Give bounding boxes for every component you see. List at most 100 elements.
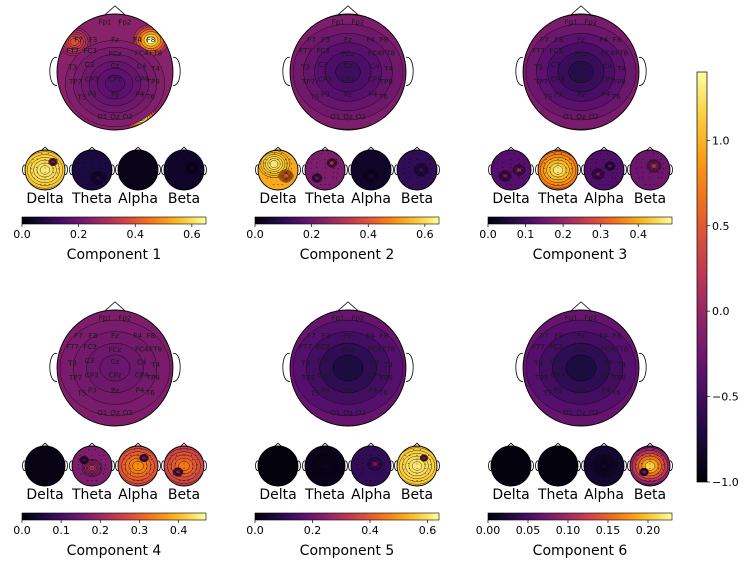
sensor-dot xyxy=(416,459,418,461)
left-ear xyxy=(581,164,585,176)
electrode-label: CP3 xyxy=(85,74,99,83)
sensor-dot xyxy=(311,468,313,470)
sensor-dot xyxy=(94,449,96,451)
sensor-dot xyxy=(133,184,135,186)
electrode-label: CPz xyxy=(574,370,587,379)
sensor-dot xyxy=(570,468,571,470)
sensor-dot xyxy=(554,153,556,155)
sensor-dot xyxy=(658,163,660,165)
sensor-dot xyxy=(180,153,182,155)
sensor-dot xyxy=(285,176,287,178)
sensor-dot xyxy=(358,158,360,160)
sensor-dot xyxy=(497,468,499,470)
sensor-dot xyxy=(187,184,189,186)
sensor-dot xyxy=(557,167,559,169)
sensor-dot xyxy=(425,463,427,465)
sensor-dot xyxy=(637,158,639,160)
electrode-label: T4 xyxy=(616,64,626,73)
sensor-dot xyxy=(317,176,319,178)
sensor-dot xyxy=(192,467,194,469)
sensor-dot xyxy=(362,162,364,164)
band-label: Beta xyxy=(401,487,433,503)
sensor-dot xyxy=(94,153,96,155)
colorbar-tick-label: 0.10 xyxy=(556,524,581,537)
sensor-dot xyxy=(336,177,338,179)
sensor-dot xyxy=(366,184,368,186)
sensor-dot xyxy=(366,480,368,482)
sensor-dot xyxy=(290,172,291,174)
component-colorbar xyxy=(254,216,440,225)
electrode-label: Cz xyxy=(344,61,353,70)
sensor-dot xyxy=(30,167,32,169)
electrode-label: Fp1 xyxy=(331,314,344,323)
sensor-dot xyxy=(125,454,127,456)
sensor-dot xyxy=(661,177,663,179)
sensor-dot xyxy=(612,167,614,169)
sensor-dot xyxy=(31,468,33,470)
sensor-dot xyxy=(413,153,415,155)
right-ear xyxy=(172,352,181,382)
electrode-label: TP8 xyxy=(146,77,161,86)
sensor-dot xyxy=(603,467,605,469)
sensor-dot xyxy=(146,463,148,465)
sensor-dot xyxy=(32,158,34,160)
sensor-dot xyxy=(522,454,524,456)
head-outline xyxy=(24,149,66,191)
sensor-dot xyxy=(517,454,519,456)
sensor-dot xyxy=(561,480,563,482)
contour-level xyxy=(70,38,79,46)
sensor-dot xyxy=(129,467,131,469)
sensor-dot xyxy=(103,177,105,179)
component-title: Component 5 xyxy=(300,543,395,559)
sensor-dot xyxy=(289,473,291,475)
nose xyxy=(337,5,359,16)
sensor-dot xyxy=(137,176,139,178)
sensor-dot xyxy=(52,472,54,474)
electrode-label: T5 xyxy=(76,92,86,101)
electrode-label: T3 xyxy=(533,358,543,367)
sensor-dot xyxy=(277,171,279,173)
sensor-dot xyxy=(196,168,198,170)
sensor-dot xyxy=(324,467,326,469)
sensor-dot xyxy=(91,167,93,169)
sensor-dot xyxy=(183,163,185,165)
sensor-dot xyxy=(44,472,46,474)
sensor-dot xyxy=(649,480,651,482)
nose xyxy=(41,146,49,151)
band-label: Delta xyxy=(26,487,63,503)
electrode-label: T6 xyxy=(145,388,155,397)
sensor-dot xyxy=(91,467,93,469)
sensor-dot xyxy=(553,480,555,482)
electrode-label: T3 xyxy=(67,358,77,367)
sensor-dot xyxy=(523,172,524,174)
sensor-dot xyxy=(328,184,330,186)
sensor-dot xyxy=(327,153,329,155)
sensor-dot xyxy=(56,454,58,456)
sensor-dot xyxy=(36,167,38,168)
sensor-dot xyxy=(337,464,339,466)
sensor-dot xyxy=(496,167,498,169)
sensor-dot xyxy=(638,177,640,179)
sensor-dot xyxy=(616,468,617,470)
sensor-dot xyxy=(412,184,414,186)
sensor-dot xyxy=(91,184,93,186)
sensor-dot xyxy=(658,171,660,173)
sensor-dot xyxy=(57,459,59,461)
sensor-dot xyxy=(269,162,271,164)
electrode-label: CPz xyxy=(574,74,587,83)
electrode-label: P3 xyxy=(88,90,97,99)
electrode-label: O1 xyxy=(330,112,340,121)
sensor-dot xyxy=(373,449,375,451)
electrode-label: F8 xyxy=(147,331,156,340)
sensor-dot xyxy=(570,163,572,165)
sensor-dot xyxy=(611,176,613,178)
sensor-dot xyxy=(661,158,663,160)
sensor-dot xyxy=(324,163,326,165)
sensor-dot xyxy=(649,176,651,178)
sensor-dot xyxy=(523,163,525,165)
sensor-dot xyxy=(635,463,637,465)
component-colorbar xyxy=(487,216,673,225)
head-outline xyxy=(350,445,392,487)
band-topomap-theta xyxy=(302,442,348,487)
